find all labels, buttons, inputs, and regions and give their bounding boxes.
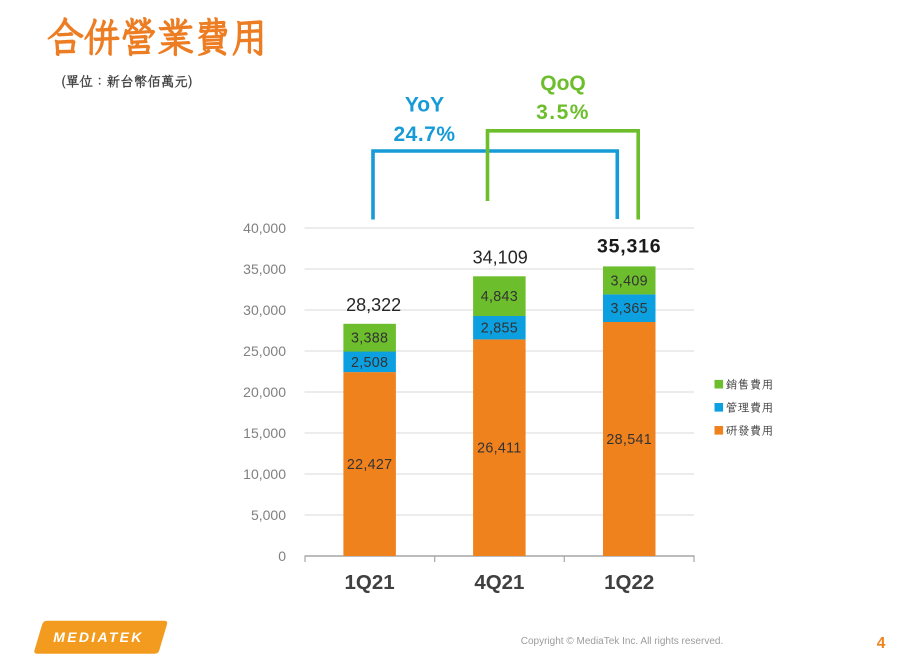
svg-text:4Q21: 4Q21 (474, 571, 524, 594)
svg-text:1Q21: 1Q21 (345, 571, 395, 594)
svg-text:28,541: 28,541 (606, 432, 652, 448)
svg-text:20,000: 20,000 (243, 384, 286, 400)
svg-text:3.5%: 3.5% (536, 101, 590, 124)
svg-text:MEDIATEK: MEDIATEK (53, 629, 143, 645)
svg-text:4: 4 (877, 635, 886, 652)
svg-text:40,000: 40,000 (243, 220, 286, 236)
svg-text:YoY: YoY (405, 94, 444, 117)
svg-text:10,000: 10,000 (243, 466, 286, 482)
svg-text:24.7%: 24.7% (393, 123, 455, 146)
svg-text:35,316: 35,316 (597, 235, 661, 257)
svg-text:3,365: 3,365 (611, 301, 648, 317)
svg-text:34,109: 34,109 (473, 247, 528, 267)
svg-text:3,388: 3,388 (351, 331, 388, 347)
svg-text:3,409: 3,409 (611, 273, 648, 289)
svg-text:0: 0 (278, 548, 286, 564)
svg-text:28,322: 28,322 (346, 295, 401, 315)
svg-text:QoQ: QoQ (540, 72, 586, 95)
svg-text:2,508: 2,508 (351, 355, 388, 371)
svg-text:30,000: 30,000 (243, 302, 286, 318)
svg-text:1Q22: 1Q22 (604, 571, 654, 594)
svg-text:5,000: 5,000 (251, 507, 286, 523)
svg-text:4,843: 4,843 (481, 289, 518, 305)
svg-text:25,000: 25,000 (243, 343, 286, 359)
svg-text:Copyright © MediaTek Inc. All: Copyright © MediaTek Inc. All rights res… (521, 636, 723, 647)
svg-text:22,427: 22,427 (347, 457, 393, 473)
svg-text:35,000: 35,000 (243, 261, 286, 277)
svg-text:15,000: 15,000 (243, 425, 286, 441)
svg-text:26,411: 26,411 (477, 441, 521, 457)
svg-text:2,855: 2,855 (481, 321, 518, 337)
